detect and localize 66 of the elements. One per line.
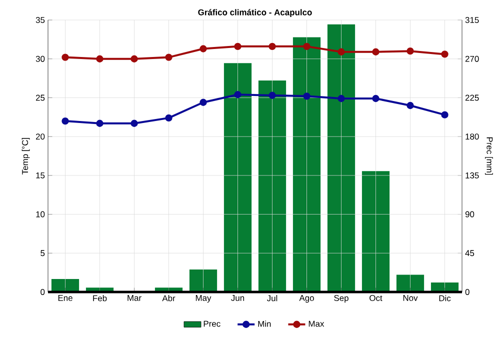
x-tick-label: Mar	[128, 295, 142, 301]
point	[338, 48, 345, 56]
point	[96, 55, 104, 62]
x-tick-label: Oct	[370, 295, 382, 302]
point	[130, 55, 138, 62]
bar	[258, 80, 286, 292]
bar	[292, 37, 321, 292]
point	[200, 98, 207, 106]
legend-label: Prec	[204, 320, 220, 327]
point	[372, 94, 380, 102]
point	[372, 48, 380, 56]
x-tick-label: Jun	[231, 295, 244, 301]
point	[268, 42, 276, 50]
point	[96, 120, 104, 127]
point	[338, 94, 345, 102]
y-tick-label: 15	[36, 172, 45, 178]
y2-tick-label: 225	[465, 94, 479, 101]
point	[303, 42, 310, 50]
chart-title: Gráfico climático - Acapulco	[198, 9, 312, 17]
y-axis-title: Temp [°C]	[22, 138, 30, 174]
y-tick-label: 35	[36, 17, 45, 23]
y-tick-label: 20	[36, 134, 45, 140]
y2-tick-label: 90	[465, 211, 474, 218]
bar	[396, 274, 424, 292]
point	[268, 92, 276, 99]
bar	[189, 270, 218, 292]
bar	[224, 63, 252, 292]
y-tick-label: 10	[36, 211, 45, 218]
point	[234, 91, 242, 98]
x-tick-label: Sep	[334, 295, 348, 303]
point	[234, 42, 242, 50]
y-tick-label: 25	[36, 94, 45, 101]
y-tick-label: 5	[40, 250, 45, 256]
y2-tick-label: 0	[465, 289, 470, 295]
point	[303, 92, 310, 100]
x-tick-label: Ene	[58, 295, 72, 301]
x-tick-label: Abr	[162, 295, 176, 302]
y2-tick-label: 270	[465, 56, 479, 62]
x-tick-label: May	[196, 295, 212, 303]
x-tick-label: Nov	[403, 295, 418, 301]
x-tick-label: Dic	[439, 295, 451, 302]
y-tick-label: 30	[36, 56, 45, 62]
legend-label: Max	[308, 320, 324, 327]
y2-tick-label: 315	[465, 17, 479, 23]
point	[406, 47, 414, 55]
x-tick-label: Jul	[266, 295, 278, 302]
bar	[51, 279, 80, 292]
point	[62, 54, 69, 61]
point	[441, 50, 448, 58]
point	[62, 117, 69, 125]
x-tick-label: Ago	[299, 295, 314, 303]
y2-tick-label: 135	[466, 172, 479, 178]
legend-label: Min	[258, 320, 271, 327]
y2-tick-label: 180	[466, 134, 479, 140]
point	[200, 45, 207, 52]
point	[165, 114, 172, 122]
bar	[327, 24, 356, 292]
bar	[362, 171, 390, 292]
point	[165, 54, 172, 61]
y2-tick-label: 45	[465, 250, 474, 256]
y-tick-label: 0	[40, 289, 45, 295]
point	[130, 120, 138, 127]
x-tick-label: Feb	[93, 295, 107, 302]
y2-axis-title: Prec [mm]	[485, 137, 493, 175]
point	[406, 102, 414, 110]
point	[441, 111, 448, 118]
